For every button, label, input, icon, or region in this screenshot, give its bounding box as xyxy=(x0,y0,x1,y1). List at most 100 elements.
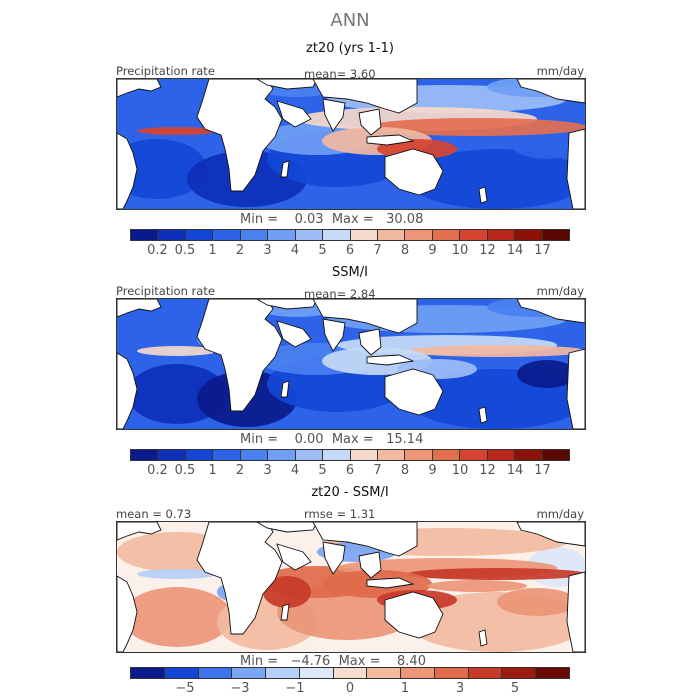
colorbar-swatch xyxy=(267,450,295,460)
landmass-africa xyxy=(196,79,283,192)
landmass-asia xyxy=(312,299,418,334)
colorbar-tick-label: 2 xyxy=(235,243,245,258)
landmass-india xyxy=(322,98,346,132)
landmass-arabia xyxy=(276,543,312,571)
colorbar-tick-label: 17 xyxy=(534,243,551,258)
landmass-americasSR xyxy=(566,571,585,652)
panel-3-rmse-label: rmse = 1.31 xyxy=(304,507,376,521)
panel-1-field-label: Precipitation rate xyxy=(116,64,215,78)
colorbar-swatch xyxy=(197,668,232,678)
precip-field-patch xyxy=(122,587,232,647)
landmass-asia xyxy=(312,522,418,557)
colorbar-tick-label: 8 xyxy=(400,463,410,478)
colorbar-swatch xyxy=(431,230,460,240)
landmass-africa xyxy=(196,299,283,412)
landmass-arabia xyxy=(276,320,312,348)
colorbar-swatch xyxy=(459,450,487,460)
panel-1-mean-label: mean= 3.60 xyxy=(304,67,376,81)
precip-field-patch xyxy=(407,568,585,580)
precip-field-patch xyxy=(517,360,577,388)
colorbar-tick-label: 4 xyxy=(290,463,300,478)
colorbar-swatch xyxy=(157,450,185,460)
landmass-nz xyxy=(478,186,488,204)
landmass-europe xyxy=(256,522,318,533)
landmass-australia xyxy=(384,148,444,196)
panel-2-map xyxy=(116,298,586,430)
panel-3-title: zt20 - SSM/I xyxy=(311,485,389,500)
landmass-americasSR xyxy=(566,128,585,209)
panel-3-map xyxy=(116,521,586,653)
precip-field-patch xyxy=(407,149,585,209)
colorbar-tick-label: 6 xyxy=(345,243,355,258)
precip-field-patch xyxy=(407,345,585,357)
colorbar-swatch xyxy=(467,668,502,678)
colorbar-swatch xyxy=(349,450,377,460)
colorbar-swatch xyxy=(376,230,405,240)
panel-2-unit-label: mm/day xyxy=(536,284,584,298)
colorbar-swatch xyxy=(239,450,268,460)
colorbar-swatch xyxy=(459,230,487,240)
precip-field-patch xyxy=(137,346,217,356)
landmass-madagascar xyxy=(280,380,290,398)
precip-field-patch xyxy=(427,580,527,592)
colorbar-swatch xyxy=(298,668,333,678)
landmass-india xyxy=(322,541,346,575)
colorbar-tick-label: 0 xyxy=(345,681,355,696)
panel-2-mean-label: mean= 2.84 xyxy=(304,287,376,301)
landmass-africa xyxy=(196,522,283,635)
colorbar-tick-label: 12 xyxy=(479,463,496,478)
figure-title: ANN xyxy=(330,10,370,31)
panel-3-colorbar xyxy=(130,667,570,679)
colorbar-swatch xyxy=(541,450,569,460)
landmass-australia xyxy=(384,591,444,639)
colorbar-swatch xyxy=(322,450,350,460)
colorbar-swatch xyxy=(265,668,299,678)
landmass-americasS xyxy=(117,132,138,209)
precip-field-patch xyxy=(137,127,217,135)
precip-field-patch xyxy=(137,569,217,579)
panel-1-colorbar xyxy=(130,229,570,241)
colorbar-swatch xyxy=(212,230,240,240)
colorbar-swatch xyxy=(131,450,158,460)
colorbar-tick-label: 7 xyxy=(373,243,382,258)
colorbar-swatch xyxy=(366,668,401,678)
landmass-europe xyxy=(256,299,318,310)
panel-1-map xyxy=(116,78,586,210)
landmass-seasia xyxy=(358,108,382,136)
landmass-nz xyxy=(478,629,488,647)
landmass-australia xyxy=(384,368,444,416)
colorbar-swatch xyxy=(294,450,323,460)
landmass-indonesia xyxy=(366,134,415,146)
precip-field-patch xyxy=(117,139,207,199)
panel-2-title: SSM/I xyxy=(332,265,368,280)
colorbar-swatch xyxy=(184,450,213,460)
colorbar-swatch xyxy=(322,230,350,240)
colorbar-tick-label: 0.2 xyxy=(147,463,168,478)
colorbar-tick-label: 7 xyxy=(373,463,382,478)
landmass-americasNR xyxy=(516,299,585,324)
colorbar-tick-label: −1 xyxy=(285,681,305,696)
landmass-americasSR xyxy=(566,348,585,429)
landmass-americasN xyxy=(117,79,162,98)
colorbar-swatch xyxy=(184,230,213,240)
colorbar-tick-label: 9 xyxy=(428,463,437,478)
colorbar-tick-label: 6 xyxy=(345,463,355,478)
panel-2-colorbar xyxy=(130,449,570,461)
colorbar-swatch xyxy=(431,450,460,460)
panel-3-min-max: Min = −4.76 Max = 8.40 xyxy=(240,654,426,669)
landmass-madagascar xyxy=(280,160,290,178)
colorbar-tick-label: 8 xyxy=(400,243,410,258)
landmass-seasia xyxy=(358,328,382,356)
precip-field-patch xyxy=(263,576,311,608)
colorbar-tick-label: 4 xyxy=(290,243,300,258)
colorbar-swatch xyxy=(131,230,158,240)
colorbar-swatch xyxy=(131,668,164,678)
landmass-europe xyxy=(256,79,318,90)
colorbar-tick-label: 12 xyxy=(479,243,496,258)
colorbar-tick-label: 10 xyxy=(451,243,469,258)
colorbar-swatch xyxy=(400,668,434,678)
colorbar-swatch xyxy=(514,450,542,460)
colorbar-tick-label: 0.5 xyxy=(174,243,196,258)
colorbar-swatch xyxy=(349,230,377,240)
landmass-indonesia xyxy=(366,354,415,366)
